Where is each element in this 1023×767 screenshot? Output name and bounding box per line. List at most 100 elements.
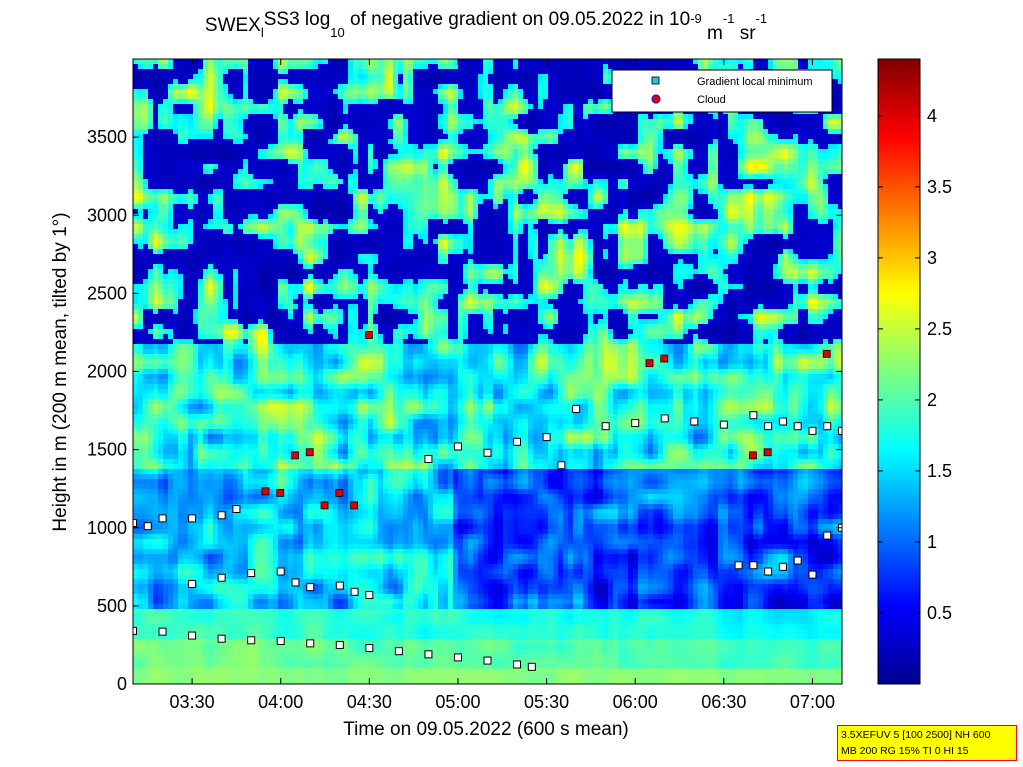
heatmap-cell <box>668 134 674 140</box>
heatmap-cell <box>528 174 534 180</box>
heatmap-cell <box>348 94 354 100</box>
heatmap-cell <box>723 139 729 145</box>
heatmap-cell <box>188 139 194 145</box>
heatmap-cell <box>338 104 344 110</box>
heatmap-cell <box>293 189 299 195</box>
heatmap-cell <box>378 99 384 105</box>
heatmap-cell <box>753 59 759 65</box>
heatmap-cell <box>618 204 624 210</box>
heatmap-cell <box>608 109 614 115</box>
heatmap-cell <box>573 79 579 85</box>
heatmap-cell <box>308 174 314 180</box>
heatmap-cell <box>208 104 214 110</box>
heatmap-cell <box>418 209 424 215</box>
heatmap-cell <box>448 184 454 190</box>
heatmap-cell <box>448 94 454 100</box>
heatmap-cell <box>228 154 234 160</box>
heatmap-cell <box>423 194 429 200</box>
heatmap-cell <box>413 224 419 230</box>
heatmap-cell <box>358 209 364 215</box>
heatmap-cell <box>543 224 549 230</box>
heatmap-cell <box>773 169 779 175</box>
heatmap-cell <box>808 209 814 215</box>
heatmap-cell <box>783 194 789 200</box>
heatmap-cell <box>603 224 609 230</box>
heatmap-cell <box>153 119 159 125</box>
heatmap-cell <box>153 64 159 70</box>
heatmap-cell <box>518 99 524 105</box>
heatmap-cell <box>483 224 489 230</box>
heatmap-cell <box>623 59 629 65</box>
heatmap-cell <box>813 134 819 140</box>
heatmap-cell <box>508 124 514 130</box>
heatmap-cell <box>153 154 159 160</box>
heatmap-cell <box>798 129 804 135</box>
heatmap-cell <box>148 104 154 110</box>
heatmap-cell <box>398 184 404 190</box>
heatmap-cell <box>153 199 159 205</box>
heatmap-cell <box>333 174 339 180</box>
heatmap-cell <box>803 179 809 185</box>
heatmap-cell <box>428 79 434 85</box>
heatmap-cell <box>618 184 624 190</box>
heatmap-cell <box>238 189 244 195</box>
heatmap-cell <box>503 94 509 100</box>
heatmap-cell <box>668 229 674 235</box>
heatmap-cell <box>618 149 624 155</box>
heatmap-cell <box>313 69 319 75</box>
heatmap-cell <box>423 214 429 220</box>
title-part: m <box>702 23 723 44</box>
heatmap-cell <box>233 209 239 215</box>
heatmap-cell <box>533 124 539 130</box>
heatmap-cell <box>243 134 249 140</box>
heatmap-cell <box>448 219 454 225</box>
heatmap-cell <box>583 109 589 115</box>
heatmap-cell <box>208 84 214 90</box>
heatmap-cell <box>358 184 364 190</box>
heatmap-cell <box>493 64 499 70</box>
heatmap-cell <box>208 189 214 195</box>
heatmap-cell <box>533 199 539 205</box>
heatmap-cell <box>243 159 249 165</box>
heatmap-cell <box>733 204 739 210</box>
heatmap-cell <box>178 164 184 170</box>
heatmap-cell <box>268 64 274 70</box>
heatmap-cell <box>343 189 349 195</box>
heatmap-cell <box>458 214 464 220</box>
heatmap-cell <box>808 189 814 195</box>
heatmap-cell <box>658 184 664 190</box>
heatmap-cell <box>633 209 639 215</box>
heatmap-cell <box>808 59 814 65</box>
heatmap-cell <box>713 129 719 135</box>
heatmap-cell <box>178 189 184 195</box>
heatmap-cell <box>763 199 769 205</box>
heatmap-cell <box>663 184 669 190</box>
heatmap-cell <box>228 129 234 135</box>
heatmap-cell <box>463 204 469 210</box>
heatmap-cell <box>558 69 564 75</box>
heatmap-cell <box>248 124 254 130</box>
heatmap-cell <box>318 144 324 150</box>
heatmap-cell <box>663 189 669 195</box>
heatmap-cell <box>303 219 309 225</box>
heatmap-cell <box>393 74 399 80</box>
heatmap-cell <box>163 209 169 215</box>
heatmap-cell <box>713 64 719 70</box>
heatmap-cell <box>418 184 424 190</box>
heatmap-cell <box>188 199 194 205</box>
heatmap-cell <box>543 164 549 170</box>
heatmap-cell <box>793 64 799 70</box>
heatmap-cell <box>698 214 704 220</box>
heatmap-cell <box>833 99 839 105</box>
heatmap-cell <box>818 189 824 195</box>
heatmap-cell <box>383 224 389 230</box>
heatmap-cell <box>383 119 389 125</box>
heatmap-cell <box>543 89 549 95</box>
heatmap-cell <box>603 189 609 195</box>
heatmap-cell <box>298 109 304 115</box>
heatmap-cell <box>483 129 489 135</box>
heatmap-cell <box>163 99 169 105</box>
heatmap-cell <box>383 114 389 120</box>
heatmap-cell <box>288 229 294 235</box>
heatmap-cell <box>813 139 819 145</box>
